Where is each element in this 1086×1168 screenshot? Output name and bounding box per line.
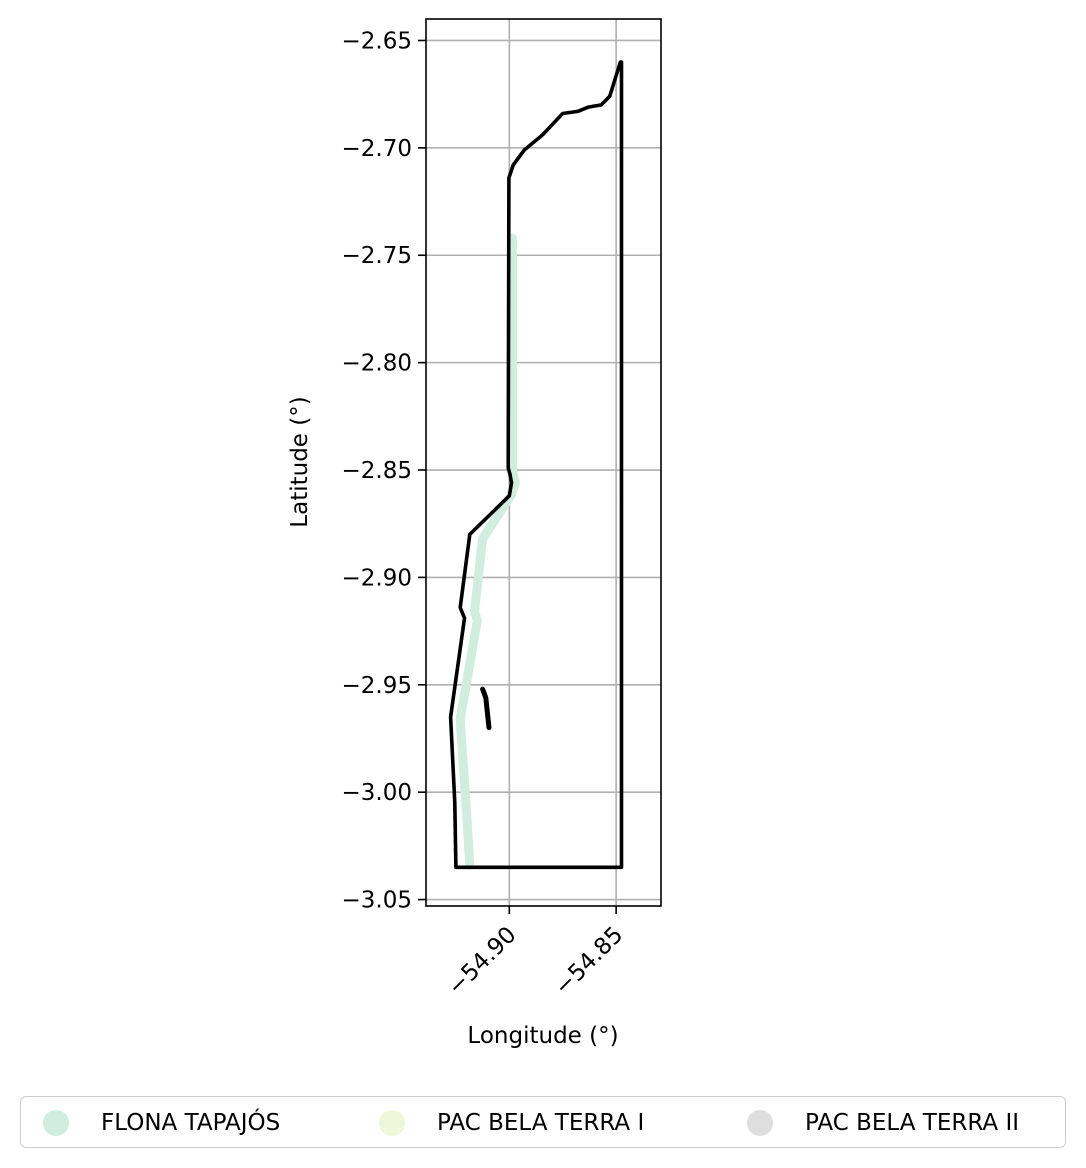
legend-item-pac-bela-terra-i: PAC BELA TERRA I [379, 1097, 644, 1149]
legend-item-pac-bela-terra-ii: PAC BELA TERRA II [747, 1097, 1019, 1149]
outer-boundary [448, 60, 624, 870]
area-pac-bela-terra-ii [458, 62, 622, 867]
y-tick-label: −2.90 [342, 565, 412, 591]
y-tick-label: −2.85 [342, 458, 412, 484]
legend-label-pac-bela-terra-ii: PAC BELA TERRA II [805, 1110, 1020, 1136]
legend-marker-pac-bela-terra-i [379, 1110, 405, 1136]
y-tick-label: −3.05 [342, 888, 412, 914]
y-tick-label: −3.00 [342, 780, 412, 806]
boundary-outlines [448, 60, 624, 870]
y-tick-label: −2.70 [342, 136, 412, 162]
y-tick-label: −2.75 [342, 243, 412, 269]
inner-boundary-segment [480, 686, 492, 731]
y-tick-label: −2.95 [342, 673, 412, 699]
y-tick-label: −2.65 [342, 28, 412, 54]
x-axis-label: Longitude (°) [467, 1023, 618, 1049]
y-tick-label: −2.80 [342, 351, 412, 377]
y-axis-label: Latitude (°) [287, 396, 313, 527]
x-tick-label: −54.85 [550, 922, 629, 1001]
axis-ticks: −2.65 −2.70 −2.75 −2.80 −2.85 −2.90 −2.95 −3.00… [342, 28, 629, 1000]
area-flona-tapajos [455, 233, 520, 870]
legend-marker-pac-bela-terra-ii [747, 1110, 773, 1136]
legend-label-flona-tapajos: FLONA TAPAJÓS [101, 1110, 281, 1136]
legend-item-flona-tapajos: FLONA TAPAJÓS [43, 1097, 280, 1149]
legend-label-pac-bela-terra-i: PAC BELA TERRA I [437, 1110, 645, 1136]
legend: FLONA TAPAJÓS PAC BELA TERRA I PAC BELA … [20, 1096, 1066, 1148]
x-tick-label: −54.90 [443, 922, 522, 1001]
legend-marker-flona-tapajos [43, 1110, 69, 1136]
axes-frame [425, 18, 662, 907]
area-fills [455, 62, 622, 870]
